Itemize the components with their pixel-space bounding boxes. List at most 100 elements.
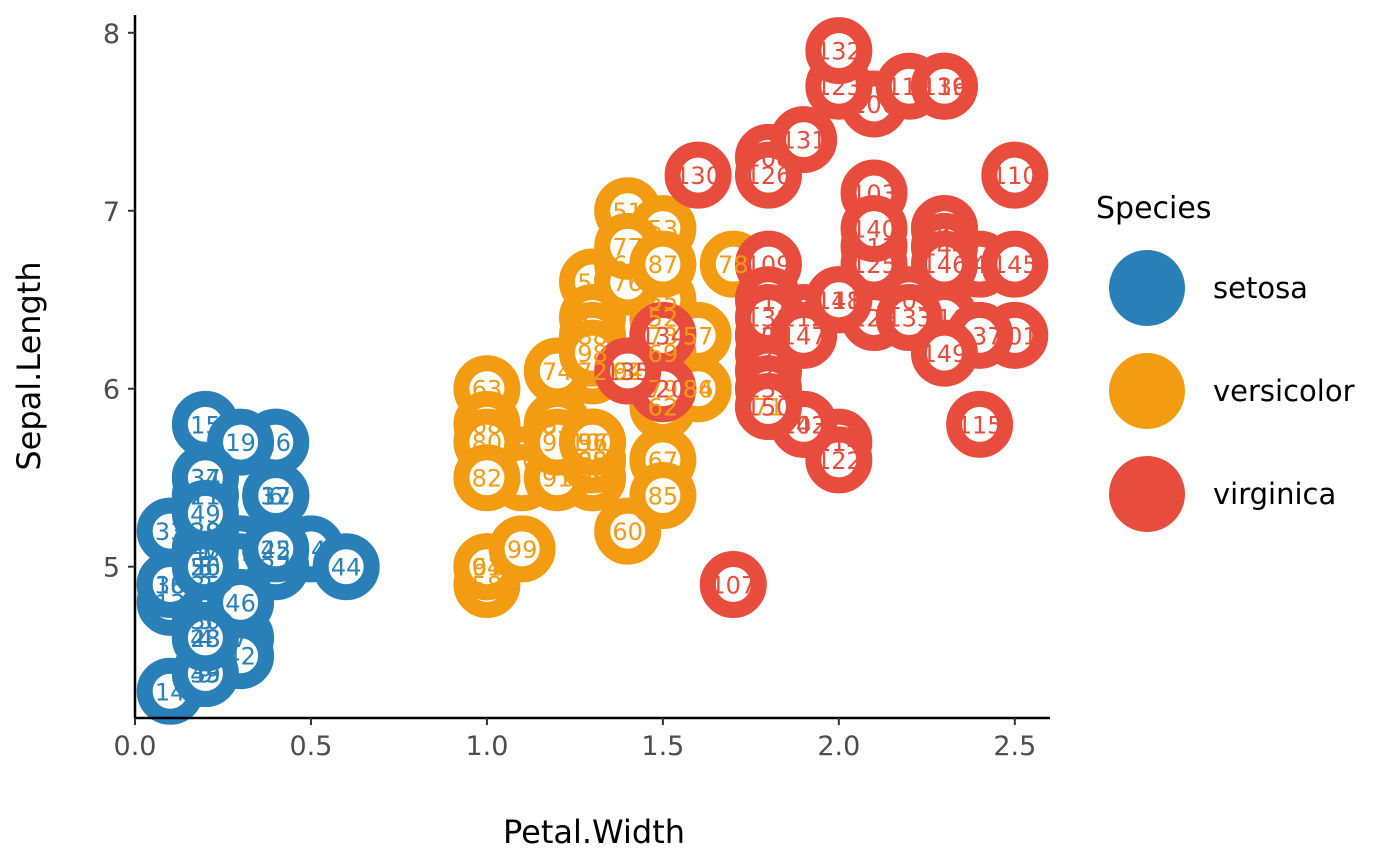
point-label-69: 69 [648,340,679,368]
point-label-148: 148 [816,287,862,315]
point-label-88: 88 [577,322,608,350]
point-label-28: 28 [190,518,221,546]
point-label-58: 58 [472,572,503,600]
point-label-56: 56 [577,429,608,457]
point-label-11: 11 [190,483,221,511]
point-label-140: 140 [851,216,897,244]
point-label-27: 27 [260,554,291,582]
legend-entries: setosa versicolor virginica [1109,250,1355,532]
point-label-34: 34 [190,465,221,493]
x-tick-label: 2.5 [993,731,1036,762]
point-label-25: 25 [190,589,221,617]
point-label-103: 103 [851,180,897,208]
point-setosa-48 [171,604,239,672]
point-label-128: 128 [746,358,792,386]
point-label-106: 106 [851,91,897,119]
point-label-54: 54 [577,465,608,493]
point-label-13: 13 [155,589,186,617]
point-label-9: 9 [198,661,213,689]
point-label-141: 141 [957,251,1003,279]
point-label-99: 99 [507,536,538,564]
point-label-68: 68 [472,411,503,439]
point-virginica-131 [770,106,838,174]
point-label-86: 86 [683,376,714,404]
point-label-61: 61 [472,554,503,582]
point-label-45: 45 [260,536,291,564]
point-label-72: 72 [577,358,608,386]
point-label-101: 101 [992,322,1038,350]
point-label-94: 94 [472,554,503,582]
point-virginica-145 [981,230,1049,298]
point-virginica-148 [805,266,873,334]
point-virginica-132 [805,17,873,85]
point-versicolor-85 [629,462,697,530]
legend-key-versicolor [1109,353,1185,429]
point-label-142: 142 [922,216,968,244]
point-label-104: 104 [746,322,792,350]
legend-label-virginica: virginica [1213,477,1336,511]
point-label-80: 80 [472,429,503,457]
point-label-24: 24 [296,536,327,564]
point-label-31: 31 [190,589,221,617]
point-label-139: 139 [746,376,792,404]
point-label-57: 57 [683,322,714,350]
point-label-41: 41 [225,554,256,582]
legend-title: Species [1096,191,1211,226]
point-label-109: 109 [746,251,792,279]
point-label-147: 147 [781,322,827,350]
point-versicolor-100 [559,408,626,476]
point-virginica-110 [981,141,1049,209]
point-virginica-150 [734,373,802,441]
point-label-120: 120 [640,376,686,404]
point-label-146: 146 [922,251,968,279]
point-label-40: 40 [190,536,221,564]
point-label-15: 15 [190,411,221,439]
point-versicolor-82 [453,444,521,512]
point-label-79: 79 [648,376,679,404]
point-label-135: 135 [605,358,651,386]
point-label-92: 92 [612,358,643,386]
y-tick-label: 5 [103,553,120,584]
point-label-75: 75 [577,305,608,333]
point-label-100: 100 [570,429,616,457]
point-label-112: 112 [781,305,827,333]
point-label-26: 26 [190,554,221,582]
point-label-105: 105 [886,287,932,315]
point-label-96: 96 [542,429,573,457]
point-label-17: 17 [260,483,291,511]
point-label-127: 127 [746,340,792,368]
point-label-87: 87 [648,251,679,279]
legend: Species setosa versicolor virginica [1096,191,1355,532]
y-tick-label: 8 [103,19,120,50]
point-label-6: 6 [268,483,283,511]
point-label-136: 136 [922,73,968,101]
point-label-129: 129 [851,305,897,333]
point-label-63: 63 [472,376,503,404]
point-label-102: 102 [781,411,827,439]
point-label-55: 55 [648,287,679,315]
point-label-85: 85 [648,483,679,511]
point-label-119: 119 [922,73,968,101]
point-label-89: 89 [577,447,608,475]
point-label-97: 97 [577,429,608,457]
legend-label-setosa: setosa [1213,271,1308,305]
point-label-47: 47 [190,536,221,564]
point-label-78: 78 [718,251,749,279]
point-setosa-45 [242,515,310,583]
legend-label-versicolor: versicolor [1213,374,1355,408]
point-label-10: 10 [155,572,186,600]
point-label-98: 98 [577,340,608,368]
point-label-95: 95 [577,447,608,475]
point-label-18: 18 [225,536,256,564]
point-label-84: 84 [683,376,714,404]
point-label-36: 36 [190,554,221,582]
point-label-130: 130 [675,162,721,190]
point-label-113: 113 [851,233,897,261]
point-label-144: 144 [922,233,968,261]
point-label-91: 91 [542,465,573,493]
y-axis-ticks: 5 6 7 8 [103,19,135,584]
point-label-35: 35 [190,572,221,600]
point-label-43: 43 [190,661,221,689]
point-label-73: 73 [648,322,679,350]
